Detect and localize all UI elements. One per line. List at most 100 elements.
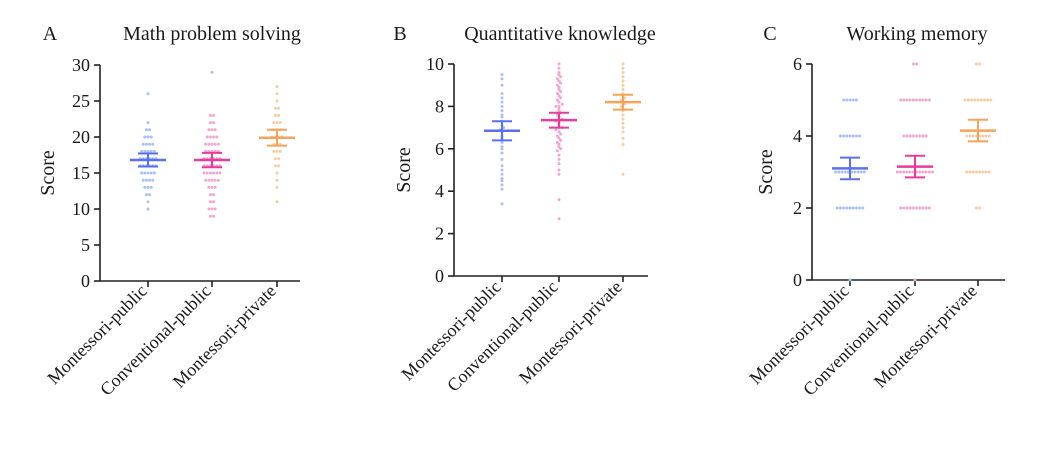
y-tick-label: 5: [81, 235, 90, 255]
data-point: [927, 206, 931, 210]
data-point: [621, 83, 625, 87]
data-point: [140, 171, 144, 175]
data-point: [979, 98, 983, 102]
data-point: [213, 142, 217, 146]
data-point: [275, 171, 279, 175]
data-point: [144, 193, 148, 197]
data-point: [273, 164, 277, 168]
data-point: [149, 149, 153, 153]
data-point: [557, 62, 561, 66]
data-point: [970, 98, 974, 102]
data-point: [927, 170, 931, 174]
data-point: [278, 149, 282, 153]
data-point: [621, 75, 625, 79]
data-point: [148, 193, 152, 197]
data-point: [965, 134, 969, 138]
data-point: [557, 85, 561, 89]
data-point: [500, 113, 504, 117]
y-tick-label: 0: [81, 271, 90, 291]
data-point: [559, 81, 563, 85]
y-tick-label: 6: [435, 139, 444, 159]
data-point: [845, 134, 849, 138]
data-point: [974, 206, 978, 210]
data-point: [275, 92, 279, 96]
data-point: [984, 170, 988, 174]
series-montessori-public: [832, 98, 868, 282]
data-point: [500, 168, 504, 172]
data-point: [976, 98, 980, 102]
data-point: [143, 185, 147, 189]
data-point: [557, 198, 561, 202]
data-point: [851, 134, 855, 138]
data-point: [858, 206, 862, 210]
panel-letter: C: [763, 23, 776, 45]
data-point: [208, 121, 212, 125]
data-point: [148, 178, 152, 182]
data-point: [838, 134, 842, 138]
series-conventional-public: [194, 70, 230, 218]
data-point: [915, 98, 919, 102]
panel-letter: B: [393, 23, 406, 45]
x-tick-label: Montessori-public: [397, 277, 504, 384]
data-point: [141, 142, 145, 146]
y-tick-label: 10: [426, 54, 444, 74]
data-point: [555, 83, 559, 87]
data-point: [902, 206, 906, 210]
data-point: [207, 207, 211, 211]
series-conventional-public: [541, 62, 577, 221]
data-point: [931, 170, 935, 174]
data-point: [141, 178, 145, 182]
data-point: [144, 178, 148, 182]
data-point: [212, 214, 216, 218]
y-axis-title: Score: [393, 147, 415, 193]
panel-b: B Quantitative knowledge Score 0 2 4 6 8 10 Monte…: [393, 23, 656, 395]
data-point: [151, 178, 155, 182]
data-point: [621, 172, 625, 176]
series-montessori-private: [259, 85, 295, 204]
data-point: [848, 206, 852, 210]
data-point: [851, 98, 855, 102]
data-point: [554, 128, 558, 132]
y-tick-label: 20: [72, 127, 90, 147]
data-point: [275, 185, 279, 189]
data-point: [905, 98, 909, 102]
y-tick-label: 25: [72, 91, 90, 111]
x-tick-label: Conventional-public: [799, 281, 918, 400]
data-point: [854, 98, 858, 102]
data-point: [987, 170, 991, 174]
data-point: [149, 135, 153, 139]
data-point: [982, 98, 986, 102]
data-point: [213, 207, 217, 211]
series-montessori-public: [130, 92, 166, 211]
data-point: [621, 62, 625, 66]
data-point: [918, 170, 922, 174]
data-point: [974, 170, 978, 174]
data-point: [500, 172, 504, 176]
data-point: [557, 172, 561, 176]
data-point: [621, 143, 625, 147]
data-point: [210, 70, 214, 74]
data-point: [853, 170, 857, 174]
data-point: [275, 149, 279, 153]
data-point: [146, 200, 150, 204]
data-point: [148, 128, 152, 132]
data-point: [974, 62, 978, 66]
y-tick-label: 4: [435, 181, 444, 201]
data-point: [212, 171, 216, 175]
y-axis-title: Score: [37, 150, 59, 196]
data-point: [212, 135, 216, 139]
data-point: [557, 168, 561, 172]
data-point: [861, 206, 865, 210]
data-point: [845, 206, 849, 210]
data-point: [965, 170, 969, 174]
data-point: [500, 187, 504, 191]
data-point: [915, 206, 919, 210]
data-point: [500, 77, 504, 81]
data-point: [208, 135, 212, 139]
data-point: [557, 136, 561, 140]
data-point: [559, 132, 563, 136]
y-tick-label: 2: [793, 198, 802, 218]
panel-title: Quantitative knowledge: [464, 23, 656, 45]
data-point: [842, 98, 846, 102]
